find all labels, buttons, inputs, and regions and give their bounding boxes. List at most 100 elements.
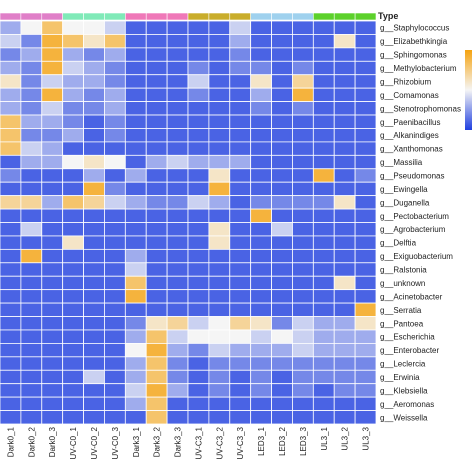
- heatmap-cell: [62, 222, 84, 237]
- heatmap-cell: [208, 235, 231, 250]
- heatmap-cell: [20, 47, 43, 62]
- heatmap-cell: [0, 356, 22, 371]
- heatmap-cell: [104, 195, 126, 210]
- heatmap-cell: [354, 141, 377, 156]
- row-label: g__Alkanindiges: [380, 131, 439, 140]
- heatmap-cell: [0, 262, 22, 277]
- heatmap-cell: [250, 87, 272, 102]
- heatmap-cell: [333, 141, 356, 156]
- heatmap-cell: [208, 168, 231, 183]
- heatmap-cell: [250, 262, 272, 277]
- heatmap-cell: [312, 356, 335, 371]
- heatmap-cell: [83, 396, 105, 411]
- heatmap-cell: [333, 114, 356, 129]
- heatmap-cell: [62, 356, 84, 371]
- heatmap-cell: [145, 316, 168, 331]
- column-label: Dark3_2: [153, 426, 162, 457]
- heatmap-cell: [145, 87, 168, 102]
- heatmap-cell: [271, 222, 293, 237]
- heatmap-cell: [62, 275, 84, 291]
- heatmap-cell: [250, 302, 272, 317]
- heatmap-cell: [354, 248, 377, 264]
- heatmap-cell: [229, 168, 252, 183]
- heatmap-cell: [229, 195, 252, 210]
- heatmap-cell: [104, 302, 126, 317]
- heatmap-cell: [0, 60, 22, 76]
- row-label: g__Aeromonas: [380, 400, 434, 409]
- heatmap-cell: [166, 316, 189, 331]
- row-label: g__Exiguobacterium: [380, 252, 453, 261]
- heatmap-cell: [354, 302, 377, 317]
- heatmap-cell: [41, 383, 64, 398]
- heatmap-cell: [104, 74, 126, 89]
- heatmap-cell: [83, 289, 105, 304]
- heatmap-cell: [354, 47, 377, 62]
- heatmap-cell: [292, 275, 314, 291]
- heatmap-cell: [83, 410, 105, 425]
- heatmap-cell: [124, 316, 147, 331]
- heatmap-cell: [312, 60, 335, 76]
- heatmap-cell: [208, 248, 231, 264]
- heatmap-cell: [166, 20, 189, 35]
- heatmap-cell: [124, 342, 147, 358]
- heatmap-cell: [145, 275, 168, 291]
- heatmap-cell: [166, 114, 189, 129]
- heatmap-cell: [250, 222, 272, 237]
- annotation-cell-LED3_2: [271, 12, 293, 21]
- heatmap-cell: [124, 329, 147, 344]
- row-label: g__Massilia: [380, 158, 423, 167]
- heatmap-cell: [229, 329, 252, 344]
- heatmap-cell: [229, 396, 252, 411]
- column-label: UV-C0_1: [69, 426, 78, 459]
- heatmap-cell: [166, 168, 189, 183]
- heatmap-cell: [83, 248, 105, 264]
- heatmap-cell: [333, 74, 356, 89]
- heatmap-cell: [250, 181, 272, 197]
- heatmap-cell: [333, 195, 356, 210]
- heatmap-cell: [312, 383, 335, 398]
- heatmap-cell: [145, 114, 168, 129]
- heatmap-cell: [62, 128, 84, 143]
- heatmap-cell: [187, 114, 210, 129]
- row-label: g__Pseudomonas: [380, 171, 445, 180]
- heatmap-cell: [20, 60, 43, 76]
- heatmap-cell: [20, 262, 43, 277]
- heatmap-cell: [145, 248, 168, 264]
- heatmap-cell: [62, 20, 84, 35]
- heatmap-cell: [250, 208, 272, 223]
- heatmap-cell: [187, 262, 210, 277]
- heatmap-cell: [333, 181, 356, 197]
- heatmap-cell: [0, 342, 22, 358]
- heatmap-cell: [104, 208, 126, 223]
- heatmap-cell: [292, 74, 314, 89]
- heatmap-cell: [124, 235, 147, 250]
- heatmap-cell: [166, 383, 189, 398]
- row-label: g__Rhizobium: [380, 77, 431, 86]
- heatmap-cell: [62, 181, 84, 197]
- heatmap-cell: [187, 168, 210, 183]
- heatmap-cell: [354, 168, 377, 183]
- heatmap-cell: [187, 275, 210, 291]
- heatmap-cell: [41, 396, 64, 411]
- color-scale-legend: [465, 50, 472, 130]
- heatmap-cell: [271, 396, 293, 411]
- heatmap-cell: [20, 410, 43, 425]
- heatmap-cell: [333, 168, 356, 183]
- heatmap-cell: [312, 181, 335, 197]
- column-label: UV-C0_3: [111, 426, 120, 459]
- heatmap-cell: [20, 114, 43, 129]
- heatmap-cell: [124, 128, 147, 143]
- heatmap-cell: [250, 60, 272, 76]
- heatmap-cell: [104, 248, 126, 264]
- heatmap-cell: [83, 20, 105, 35]
- heatmap-cell: [250, 383, 272, 398]
- heatmap-cell: [208, 356, 231, 371]
- heatmap-cell: [41, 410, 64, 425]
- heatmap-cell: [271, 195, 293, 210]
- heatmap-cell: [20, 20, 43, 35]
- heatmap-cell: [145, 154, 168, 170]
- heatmap-cell: [124, 208, 147, 223]
- heatmap-cell: [354, 181, 377, 197]
- heatmap-cell: [187, 20, 210, 35]
- annotation-cell-UL3_2: [333, 12, 356, 21]
